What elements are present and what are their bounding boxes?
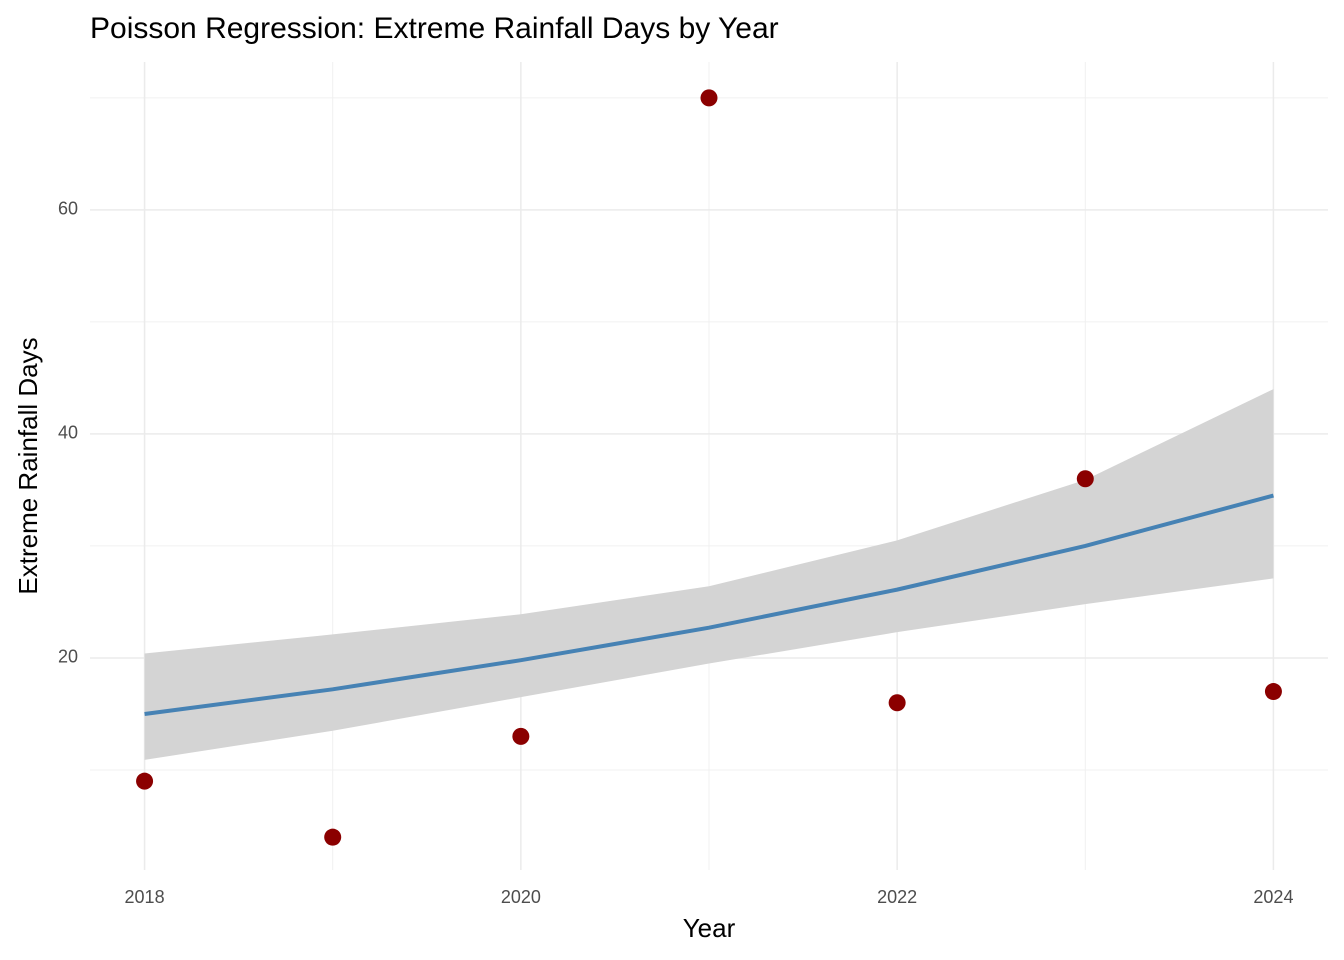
confidence-band <box>144 389 1274 760</box>
x-axis-label: Year <box>683 913 736 943</box>
data-point <box>1076 470 1094 488</box>
x-tick-label: 2024 <box>1253 887 1293 907</box>
data-point <box>700 89 718 107</box>
x-tick-label: 2020 <box>501 887 541 907</box>
fit-line <box>144 493 1274 716</box>
y-tick-label: 60 <box>58 199 78 219</box>
x-tick-label: 2018 <box>125 887 165 907</box>
data-point <box>1264 683 1282 701</box>
x-tick-label: 2022 <box>877 887 917 907</box>
data-point <box>324 828 342 846</box>
data-point <box>512 727 530 745</box>
data-point <box>136 772 154 790</box>
data-point <box>888 694 906 712</box>
y-axis-label: Extreme Rainfall Days <box>13 337 43 594</box>
y-tick-label: 20 <box>58 647 78 667</box>
y-tick-label: 40 <box>58 423 78 443</box>
chart-title: Poisson Regression: Extreme Rainfall Day… <box>90 12 779 45</box>
